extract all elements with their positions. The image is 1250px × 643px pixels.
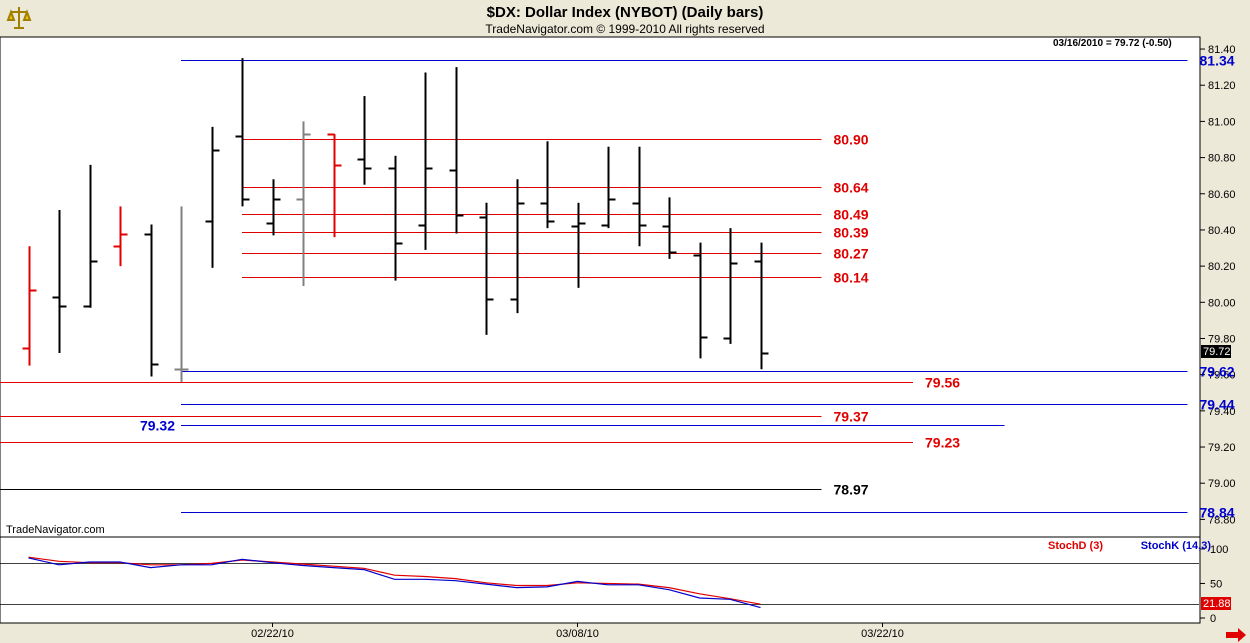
price-tick-label: 80.20 (1208, 261, 1236, 273)
level-label: 80.27 (834, 246, 869, 262)
price-tick-label: 80.60 (1208, 189, 1236, 201)
price-tick-label: 79.00 (1208, 478, 1236, 490)
header: $DX: Dollar Index (NYBOT) (Daily bars) T… (485, 4, 764, 36)
support-resistance-levels: 81.34 80.90 80.64 80.49 80.39 80.27 80.14 79.62… (0, 53, 1235, 521)
price-axis: 81.40 81.20 81.00 80.80 80.60 80.40 80.20 80.00… (1200, 44, 1236, 526)
level-label: 79.44 (1200, 397, 1235, 413)
stoch-axis: 100 50 0 (1200, 544, 1228, 625)
price-tick-label: 81.40 (1208, 44, 1236, 56)
price-tick-label: 79.40 (1208, 406, 1236, 418)
level-label: 79.23 (925, 435, 960, 451)
level-label: 79.56 (925, 375, 960, 391)
price-tick-label: 79.80 (1208, 333, 1236, 345)
stoch-series-line (28, 557, 761, 609)
price-tick-label: 80.40 (1208, 225, 1236, 237)
level-label: 81.34 (1200, 53, 1235, 69)
stoch-legend-entry: StochD (3) (1048, 540, 1103, 552)
price-tick-label: 79.20 (1208, 442, 1236, 454)
price-tick-label: 79.60 (1208, 370, 1236, 382)
level-label: 80.39 (834, 225, 869, 241)
price-tick-label: 80.00 (1208, 297, 1236, 309)
price-tick-label: 80.80 (1208, 153, 1236, 165)
stoch-tick-label: 50 (1210, 578, 1222, 590)
stoch-series-line (28, 556, 761, 605)
scroll-right-arrow-icon[interactable] (1226, 628, 1246, 642)
level-label: 78.97 (834, 482, 869, 498)
level-label: 78.84 (1200, 505, 1235, 521)
level-label: 79.32 (140, 418, 175, 434)
trade-navigator-logo-icon[interactable] (6, 3, 32, 33)
date-axis: 02/22/10 03/08/10 03/22/10 (251, 623, 904, 640)
stoch-tick-label: 100 (1210, 544, 1228, 556)
price-bars (22, 58, 769, 382)
stochastic-lines: StochD (3) StochK (14,3) (0, 540, 1212, 609)
watermark: TradeNavigator.com (6, 524, 105, 536)
level-label: 79.62 (1200, 364, 1235, 380)
price-tick-label: 81.00 (1208, 116, 1236, 128)
price-tick-label: 78.80 (1208, 514, 1236, 526)
last-price-tag: 79.72 (1201, 345, 1231, 358)
last-price-tag-label: 79.72 (1203, 346, 1231, 358)
stoch-tick-label: 0 (1210, 613, 1216, 625)
chart-subtitle: TradeNavigator.com © 1999-2010 All right… (485, 22, 764, 36)
chart-title: $DX: Dollar Index (NYBOT) (Daily bars) (487, 4, 764, 21)
level-label: 80.90 (834, 132, 869, 148)
stoch-panel (0, 536, 1201, 624)
date-tick-label: 02/22/10 (251, 628, 294, 640)
price-panel (0, 36, 1201, 538)
date-tick-label: 03/08/10 (556, 628, 599, 640)
level-label: 80.14 (834, 270, 869, 286)
last-quote: 03/16/2010 = 79.72 (-0.50) (1053, 38, 1172, 49)
level-label: 80.64 (834, 180, 869, 196)
level-label: 79.37 (834, 409, 869, 425)
price-tick-label: 81.20 (1208, 80, 1236, 92)
stoch-value-tag: 21.88 (1201, 597, 1231, 610)
level-label: 80.49 (834, 207, 869, 223)
stoch-legend-entry: StochK (14,3) (1141, 540, 1212, 552)
stoch-value-tag-label: 21.88 (1203, 598, 1231, 610)
date-tick-label: 03/22/10 (861, 628, 904, 640)
